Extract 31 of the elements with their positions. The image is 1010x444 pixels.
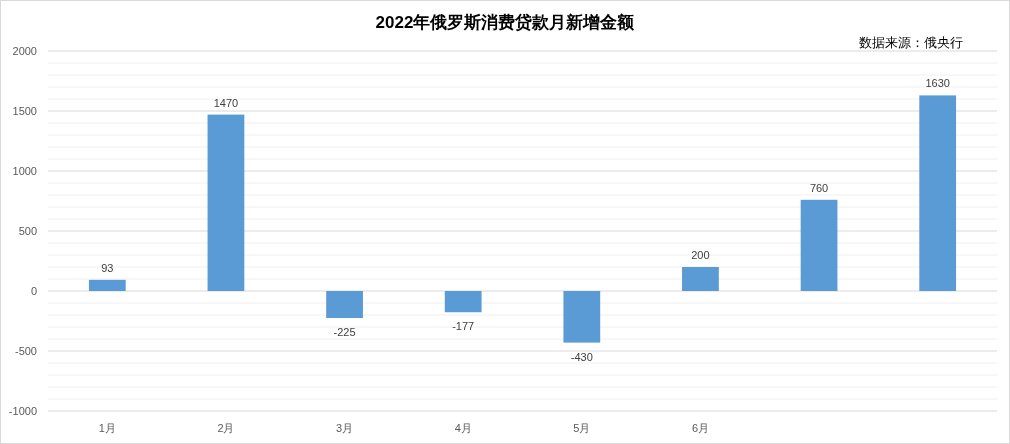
data-label: -177 (452, 320, 475, 333)
data-label: 1630 (925, 77, 950, 90)
x-tick-label: 5月 (573, 422, 591, 434)
data-label: -225 (333, 326, 356, 338)
y-tick-label: 0 (30, 285, 37, 297)
x-tick-label: 1月 (98, 422, 116, 434)
y-tick-label: -500 (14, 345, 37, 357)
y-tick-label: -1000 (8, 405, 37, 417)
data-label: 760 (809, 181, 829, 194)
x-tick-label: 4月 (454, 422, 472, 434)
bar (563, 291, 601, 343)
y-tick-label: 1500 (12, 105, 37, 117)
x-tick-label: 6月 (691, 422, 709, 434)
data-label: 1470 (213, 96, 239, 109)
y-tick-label: 1000 (12, 165, 37, 177)
bar (800, 199, 838, 291)
y-tick-label: 500 (18, 225, 37, 237)
bar (919, 95, 957, 291)
bar (88, 279, 126, 291)
bar (444, 291, 482, 313)
bar (326, 291, 363, 318)
bar (682, 267, 719, 291)
chart-title: 2022年俄罗斯消费贷款月新增金额 (375, 12, 636, 32)
data-label: 200 (691, 249, 710, 261)
x-tick-label: 2月 (217, 422, 235, 434)
data-label: -430 (570, 350, 593, 363)
y-tick-label: 2000 (12, 45, 37, 57)
source-note: 数据来源：俄央行 (859, 34, 963, 50)
bar (207, 114, 245, 291)
x-tick-label: 3月 (336, 422, 354, 434)
data-label: 93 (101, 261, 114, 274)
